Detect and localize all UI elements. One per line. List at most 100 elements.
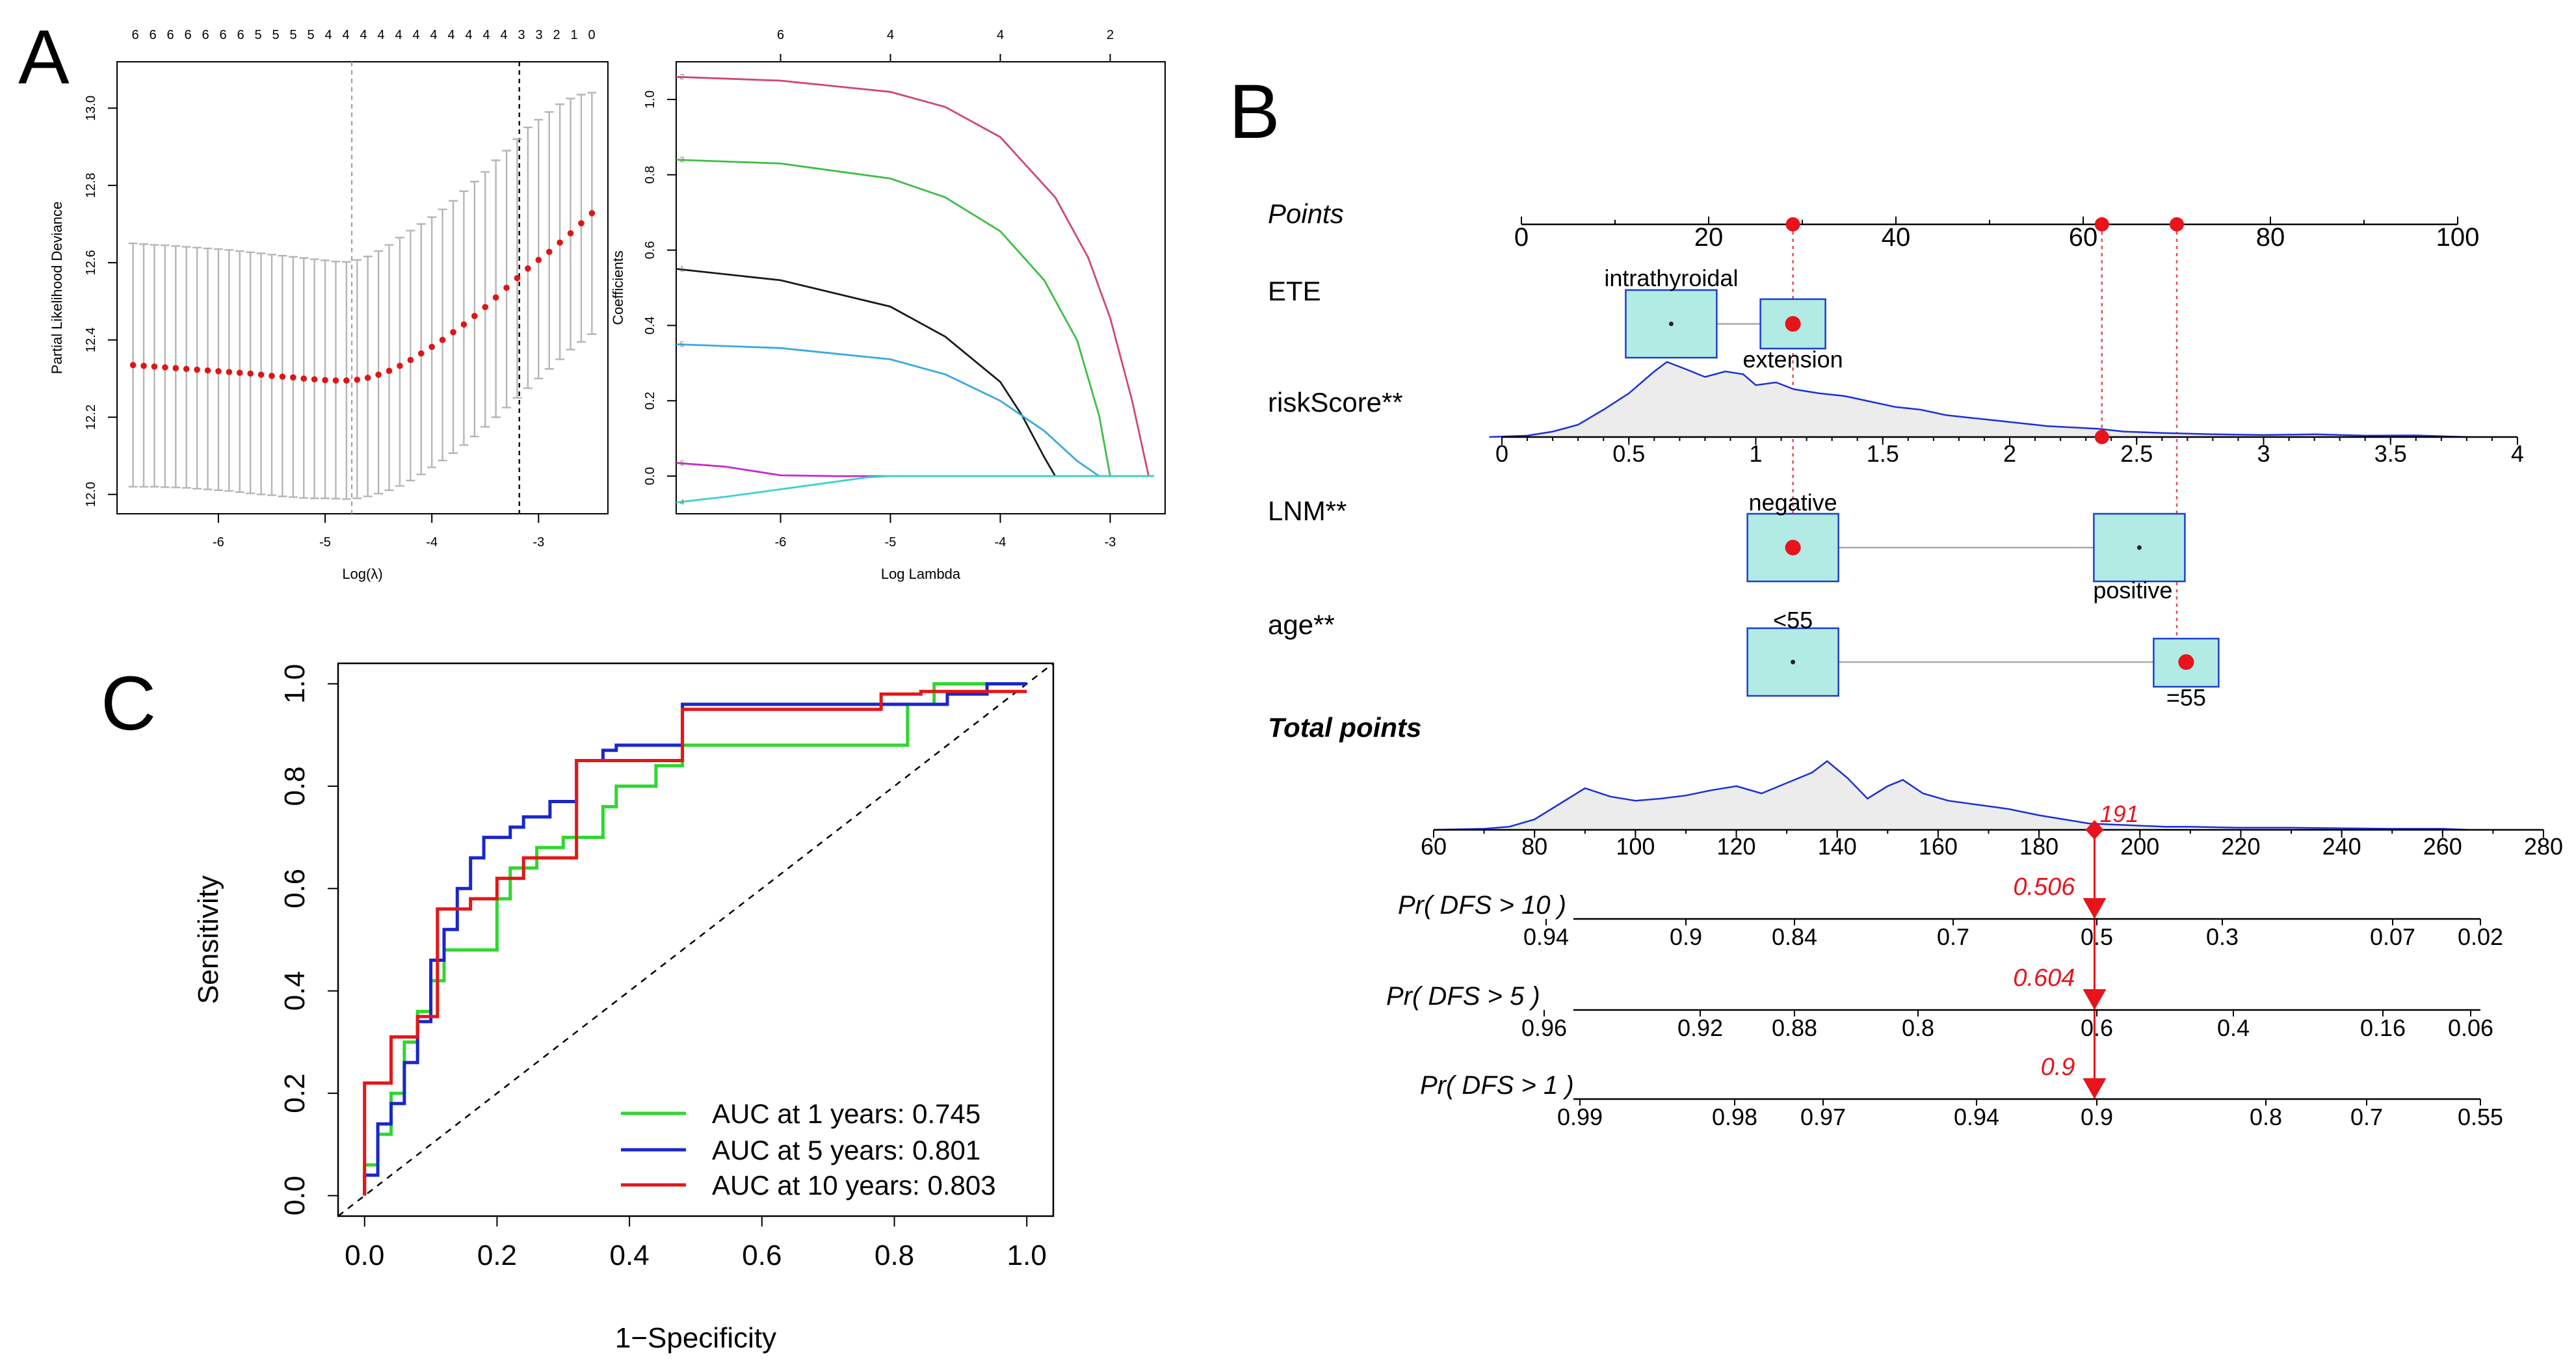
b-riskscore-tick-label: 2.5 [2120, 440, 2153, 467]
b-total-tick-label: 60 [1421, 833, 1447, 860]
a1-x-axis-label: Log(λ) [342, 566, 382, 582]
b-prob-marker-1 [2083, 989, 2107, 1010]
a1-cv-point [322, 377, 328, 384]
a2-start-mark: 5 [680, 339, 685, 349]
a2-x-tick-label: -3 [1105, 535, 1116, 550]
b-total-tick-label: 260 [2423, 833, 2462, 860]
b-age-selected-dot [2178, 654, 2194, 670]
b-prob-tick-label: 0.5 [2081, 923, 2113, 950]
a1-error-bar [427, 216, 437, 468]
a1-cv-point [407, 356, 414, 364]
b-prob-tick-label: 0.94 [1954, 1104, 1999, 1130]
b-prob-tick-label: 0.4 [2217, 1015, 2250, 1041]
a2-top-label: 4 [997, 28, 1004, 42]
a1-top-label: 4 [377, 28, 384, 42]
a1-error-bar [512, 138, 522, 399]
a1-cv-point [129, 362, 137, 369]
a1-top-label: 4 [465, 28, 472, 42]
a1-cv-point [492, 294, 499, 301]
a1-top-label: 5 [289, 28, 296, 42]
b-age-cat-under55: <55 [1773, 607, 1813, 633]
b-age-cat-55plus: =55 [2166, 684, 2206, 711]
a1-top-label: 6 [131, 28, 138, 42]
b-prob-tick-label: 0.98 [1712, 1104, 1757, 1130]
b-prob-tick-label: 0.84 [1772, 923, 1817, 950]
b-prob-tick-label: 0.96 [1521, 1015, 1567, 1041]
a1-error-bar [491, 159, 501, 418]
a2-start-mark: 2 [680, 72, 685, 81]
b-total-tick-label: 80 [1521, 833, 1547, 860]
b-ete-selected-dot [1785, 316, 1801, 332]
a1-top-label: 6 [219, 28, 226, 42]
b-riskscore-tick-label: 1 [1749, 440, 1762, 467]
a1-top-label: 6 [184, 28, 191, 42]
a1-error-bar [469, 180, 479, 438]
a2-coef-path-var1 [676, 268, 1057, 477]
b-age-label: age** [1268, 609, 1335, 640]
a1-cv-point [257, 371, 265, 378]
c-legend-label-1: AUC at 5 years: 0.801 [712, 1135, 980, 1165]
b-age-dot-under55 [1791, 659, 1796, 665]
b-prob-value-0: 0.506 [2013, 873, 2075, 901]
b-lnm-selected-dot [1785, 540, 1801, 555]
c-x-axis-label: 1−Specificity [615, 1322, 776, 1354]
b-prob-tick-label: 0.16 [2360, 1015, 2406, 1041]
a1-cv-point [194, 366, 200, 373]
b-prob-marker-0 [2083, 898, 2107, 919]
panel-label-a: A [18, 14, 70, 100]
c-y-axis-label: Sensitivity [192, 875, 224, 1004]
a1-y-tick-label: 12.8 [84, 173, 98, 198]
a1-top-label: 4 [412, 28, 419, 42]
a1-top-label: 5 [254, 28, 261, 42]
b-lnm-box-negative [1746, 512, 1839, 583]
b-prob-tick-label: 0.02 [2458, 923, 2503, 950]
b-prob-value-2: 0.9 [2041, 1054, 2075, 1081]
a1-cv-point [140, 362, 147, 369]
a1-cv-point [226, 369, 233, 375]
a2-coef-path-var2 [676, 75, 1150, 477]
panel-label-c: C [101, 661, 156, 747]
a1-top-label: 0 [588, 28, 595, 42]
a1-error-bar [459, 190, 469, 446]
a1-top-label: 4 [430, 28, 437, 42]
b-prob-tick-label: 0.8 [2250, 1104, 2282, 1130]
b-points-tick-label: 0 [1514, 223, 1529, 252]
b-total-tick-label: 160 [1919, 833, 1958, 860]
b-points-marker [2170, 217, 2184, 232]
b-points-tick-label: 80 [2256, 223, 2285, 252]
b-riskscore-tick-label: 4 [2511, 440, 2524, 467]
c-roc-curve-2 [363, 689, 1027, 1196]
c-y-tick-label: 0.2 [279, 1074, 311, 1113]
b-prob-label-1: Pr( DFS > 5 ) [1386, 982, 1540, 1011]
b-riskscore-tick-label: 3.5 [2374, 440, 2407, 467]
c-reference-diagonal [337, 663, 1054, 1217]
a1-error-bar [395, 237, 404, 487]
a2-x-tick-label: -5 [885, 535, 897, 550]
b-prob-label-2: Pr( DFS > 1 ) [1420, 1071, 1574, 1100]
b-total-points-label: Total points [1268, 712, 1421, 743]
b-ete-dot-intrathyroidal [1668, 321, 1674, 326]
a1-top-label: 5 [307, 28, 314, 42]
c-x-tick-label: 0.6 [742, 1240, 782, 1271]
a1-error-bar [534, 118, 544, 380]
a1-cv-point [279, 373, 286, 380]
a2-start-mark: 6 [680, 458, 685, 468]
a1-cv-point [503, 284, 510, 291]
c-plot-frame [337, 662, 1055, 1217]
a1-error-bar [416, 223, 426, 475]
a1-top-label: 6 [166, 28, 174, 42]
b-total-tick-label: 280 [2524, 833, 2563, 860]
c-x-tick-label: 0.4 [610, 1240, 650, 1271]
b-points-marker [1785, 217, 1800, 232]
a1-cv-point [545, 248, 553, 256]
chart-a2-coefficients: -6 -5 -4 -3 6 4 4 2 0.0 0.2 0.4 0.6 0.8 1.0 Log Lambda… [610, 28, 1166, 582]
b-riskscore-tick-label: 2 [2003, 440, 2016, 467]
a1-cv-point [172, 365, 179, 371]
a1-y-axis-label: Partial Likelihood Deviance [49, 202, 65, 374]
c-y-tick-label: 0.8 [279, 766, 311, 806]
a2-coef-path-var5 [676, 343, 1100, 477]
b-points-marker [2094, 217, 2109, 232]
b-prob-tick-label: 0.7 [1937, 923, 1969, 950]
a2-coef-path-var3 [676, 159, 1111, 477]
a1-cv-point [567, 230, 574, 237]
